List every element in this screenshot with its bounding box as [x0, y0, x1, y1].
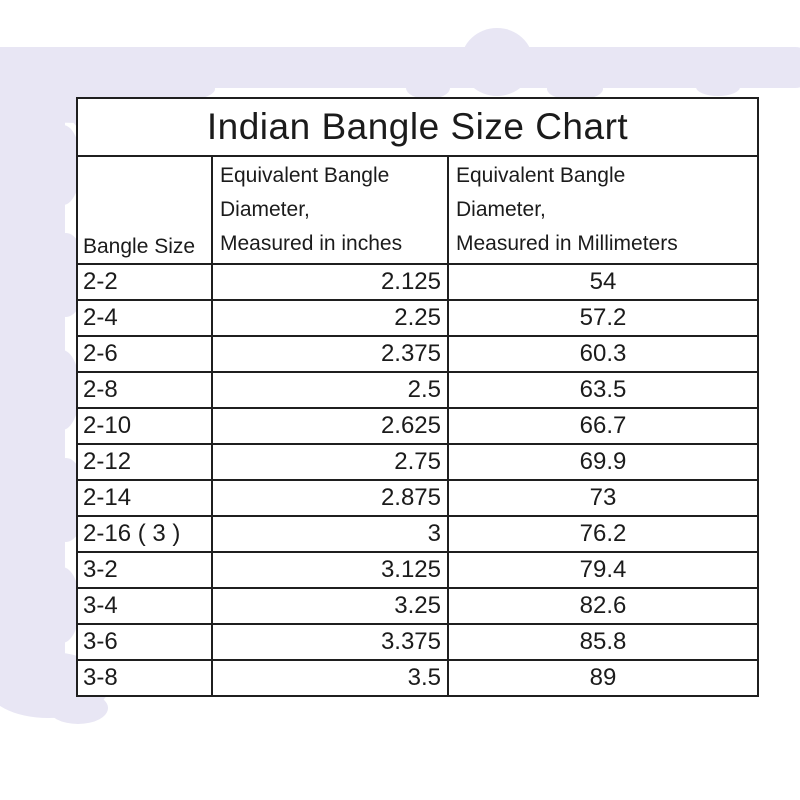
- bangle-size-column-header: Bangle Size: [76, 155, 213, 265]
- table-row: 2-16 ( 3 ) 3 76.2: [76, 515, 760, 553]
- table-row: 2-2 2.125 54: [76, 263, 760, 301]
- inches-value-cell: 3: [211, 515, 449, 553]
- millimeters-value-cell: 73: [446, 479, 760, 517]
- inches-value-cell: 3.375: [211, 623, 449, 661]
- inches-value-cell: 3.25: [211, 587, 449, 625]
- chart-title: Indian Bangle Size Chart: [75, 97, 760, 157]
- bangle-size-cell: 2-10: [76, 407, 213, 445]
- inches-value-cell: 2.25: [211, 299, 449, 337]
- millimeters-value-cell: 69.9: [446, 443, 760, 481]
- bangle-size-cell: 2-14: [76, 479, 213, 517]
- title-row: Indian Bangle Size Chart: [75, 97, 760, 157]
- table-row: 2-4 2.25 57.2: [76, 299, 760, 337]
- inches-value-cell: 2.375: [211, 335, 449, 373]
- millimeters-value-cell: 82.6: [446, 587, 760, 625]
- bangle-size-cell: 2-8: [76, 371, 213, 409]
- table-row: 3-6 3.375 85.8: [76, 623, 760, 661]
- inches-value-cell: 2.875: [211, 479, 449, 517]
- table-row: 2-10 2.625 66.7: [76, 407, 760, 445]
- inches-value-cell: 3.125: [211, 551, 449, 589]
- bangle-size-cell: 2-4: [76, 299, 213, 337]
- bangle-size-cell: 2-16 ( 3 ): [76, 515, 213, 553]
- header-row: Bangle Size Equivalent Bangle Diameter, …: [76, 155, 760, 265]
- millimeters-value-cell: 76.2: [446, 515, 760, 553]
- table-row: 2-14 2.875 73: [76, 479, 760, 517]
- millimeters-value-cell: 57.2: [446, 299, 760, 337]
- millimeters-value-cell: 79.4: [446, 551, 760, 589]
- inches-value-cell: 3.5: [211, 659, 449, 697]
- millimeters-value-cell: 54: [446, 263, 760, 301]
- millimeters-value-cell: 85.8: [446, 623, 760, 661]
- table-row: 2-8 2.5 63.5: [76, 371, 760, 409]
- bangle-size-cell: 3-6: [76, 623, 213, 661]
- table-row: 2-6 2.375 60.3: [76, 335, 760, 373]
- millimeters-value-cell: 66.7: [446, 407, 760, 445]
- inches-value-cell: 2.125: [211, 263, 449, 301]
- bangle-size-cell: 2-12: [76, 443, 213, 481]
- inches-value-cell: 2.5: [211, 371, 449, 409]
- inches-value-cell: 2.75: [211, 443, 449, 481]
- millimeters-value-cell: 89: [446, 659, 760, 697]
- millimeters-value-cell: 63.5: [446, 371, 760, 409]
- bangle-size-cell: 3-2: [76, 551, 213, 589]
- table-row: 2-12 2.75 69.9: [76, 443, 760, 481]
- bangle-size-cell: 2-6: [76, 335, 213, 373]
- table-row: 3-2 3.125 79.4: [76, 551, 760, 589]
- table-row: 3-4 3.25 82.6: [76, 587, 760, 625]
- millimeters-value-cell: 60.3: [446, 335, 760, 373]
- bangle-size-chart-table: Indian Bangle Size Chart Bangle Size Equ…: [75, 97, 760, 697]
- millimeters-column-header: Equivalent Bangle Diameter, Measured in …: [446, 155, 760, 265]
- inches-value-cell: 2.625: [211, 407, 449, 445]
- bangle-size-cell: 3-8: [76, 659, 213, 697]
- inches-column-header: Equivalent Bangle Diameter, Measured in …: [211, 155, 449, 265]
- bangle-size-cell: 2-2: [76, 263, 213, 301]
- table-row: 3-8 3.5 89: [76, 659, 760, 697]
- bangle-size-cell: 3-4: [76, 587, 213, 625]
